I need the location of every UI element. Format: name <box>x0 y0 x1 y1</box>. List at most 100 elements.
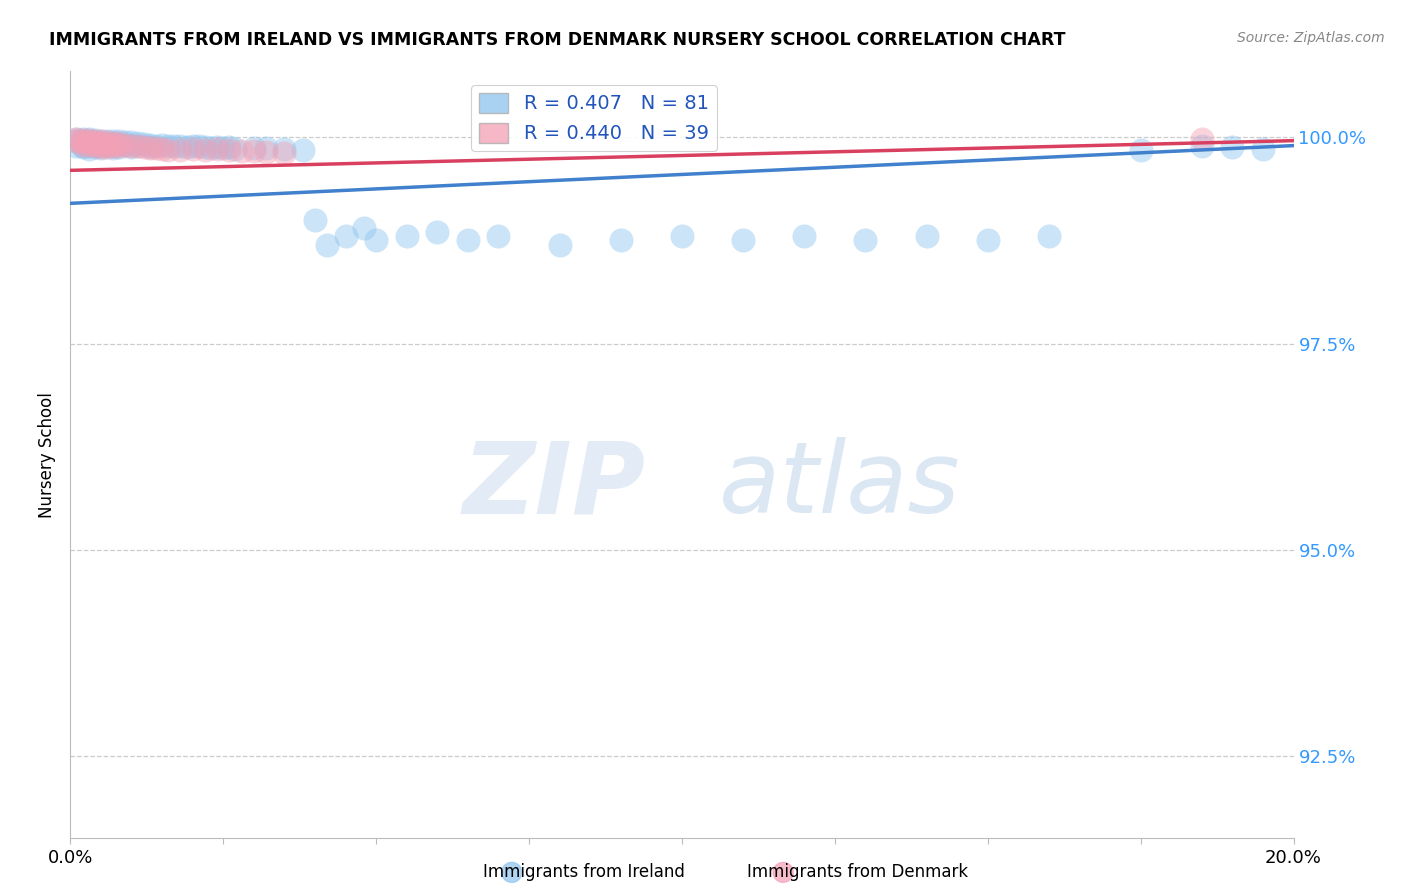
Point <box>90 135 112 149</box>
Point <box>205 142 228 156</box>
Y-axis label: Nursery School: Nursery School <box>38 392 56 518</box>
Point <box>127 136 149 150</box>
Point <box>83 134 105 148</box>
Point <box>194 140 217 154</box>
Point <box>65 132 87 146</box>
Point <box>150 137 173 152</box>
Point <box>72 134 94 148</box>
Point <box>77 135 100 149</box>
Point <box>976 234 998 248</box>
Point <box>72 136 94 150</box>
Point <box>72 132 94 146</box>
Point <box>127 139 149 153</box>
Legend: R = 0.407   N = 81, R = 0.440   N = 39: R = 0.407 N = 81, R = 0.440 N = 39 <box>471 85 717 152</box>
Point <box>90 141 112 155</box>
Circle shape <box>502 863 522 882</box>
Point <box>610 234 633 248</box>
Point <box>291 143 314 157</box>
Point <box>101 141 124 155</box>
Point <box>316 237 339 252</box>
Point <box>83 140 105 154</box>
Point <box>855 234 877 248</box>
Point <box>65 138 87 153</box>
Point <box>108 136 131 151</box>
Point <box>77 139 100 153</box>
Point <box>96 136 118 151</box>
Point <box>366 234 388 248</box>
Point <box>83 137 105 152</box>
Point <box>77 142 100 156</box>
Point <box>96 137 118 152</box>
Point <box>176 140 198 154</box>
Point <box>139 137 162 152</box>
Point <box>101 136 124 150</box>
Point <box>243 145 266 159</box>
Point <box>83 136 105 150</box>
Point <box>127 138 149 153</box>
Point <box>157 138 180 153</box>
Point <box>114 136 136 150</box>
Point <box>96 139 118 153</box>
Point <box>231 144 253 158</box>
Point <box>90 136 112 150</box>
Point <box>139 141 162 155</box>
Text: ZIP: ZIP <box>463 437 645 534</box>
Point <box>200 141 222 155</box>
Text: Immigrants from Denmark: Immigrants from Denmark <box>747 863 969 881</box>
Point <box>181 139 204 153</box>
Point <box>915 229 938 244</box>
Point <box>108 135 131 149</box>
Point <box>121 136 143 150</box>
Point <box>77 132 100 146</box>
Point <box>1251 142 1274 156</box>
Text: atlas: atlas <box>718 437 960 534</box>
Point <box>181 142 204 156</box>
Point <box>65 135 87 149</box>
Point <box>108 136 131 150</box>
Point <box>224 142 246 156</box>
Point <box>1191 132 1213 146</box>
Point <box>83 139 105 153</box>
Point <box>77 136 100 150</box>
Point <box>169 138 191 153</box>
Point <box>457 234 479 248</box>
Text: IMMIGRANTS FROM IRELAND VS IMMIGRANTS FROM DENMARK NURSERY SCHOOL CORRELATION CH: IMMIGRANTS FROM IRELAND VS IMMIGRANTS FR… <box>49 31 1066 49</box>
Point <box>304 212 326 227</box>
Point <box>671 229 693 244</box>
Point <box>273 142 295 156</box>
Point <box>169 143 191 157</box>
Point <box>121 137 143 152</box>
Point <box>273 146 295 161</box>
Point <box>72 140 94 154</box>
Point <box>65 135 87 149</box>
Point <box>157 143 180 157</box>
Point <box>90 134 112 148</box>
Point <box>335 229 357 244</box>
Point <box>793 229 815 244</box>
Text: Immigrants from Ireland: Immigrants from Ireland <box>482 863 685 881</box>
Point <box>101 134 124 148</box>
Point <box>83 136 105 150</box>
Point <box>488 229 510 244</box>
Point <box>163 139 186 153</box>
Point <box>101 138 124 153</box>
Point <box>101 138 124 153</box>
Point <box>1191 138 1213 153</box>
Point <box>218 140 240 154</box>
Point <box>114 137 136 152</box>
Point <box>254 141 277 155</box>
Point <box>1129 143 1152 157</box>
Point <box>150 142 173 156</box>
Text: Source: ZipAtlas.com: Source: ZipAtlas.com <box>1237 31 1385 45</box>
Point <box>145 141 167 155</box>
Point <box>77 133 100 147</box>
Point <box>395 229 418 244</box>
Point <box>733 234 755 248</box>
Point <box>132 140 155 154</box>
Point <box>426 225 449 239</box>
Point <box>72 136 94 150</box>
Point <box>114 137 136 152</box>
Point <box>548 237 571 252</box>
Point <box>101 136 124 150</box>
Circle shape <box>773 863 793 882</box>
